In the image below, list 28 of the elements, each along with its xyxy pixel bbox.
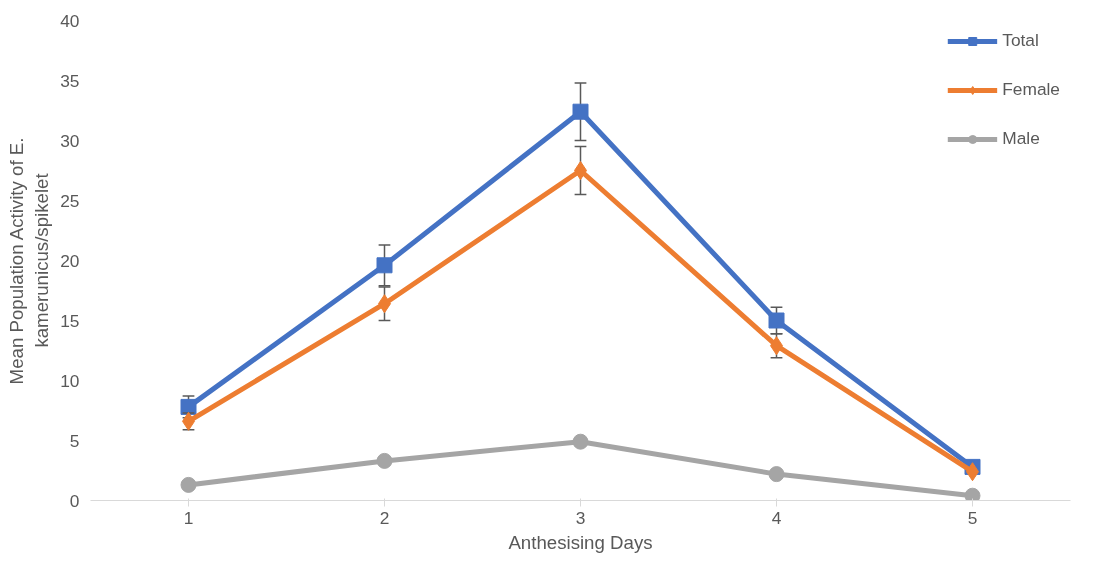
y-tick-label: 5 xyxy=(69,430,80,451)
point xyxy=(180,476,197,493)
point xyxy=(376,257,393,274)
point xyxy=(768,466,785,483)
y-tick-label: 25 xyxy=(60,190,80,211)
y-tick-label: 0 xyxy=(69,490,80,511)
point xyxy=(376,452,393,469)
legend-label: Female xyxy=(1002,79,1060,100)
y-tick-label: 10 xyxy=(60,370,80,391)
y-tick-label: 35 xyxy=(60,70,80,91)
point xyxy=(964,487,981,501)
x-tick-label: 2 xyxy=(379,507,390,528)
point xyxy=(768,312,785,329)
point xyxy=(572,103,589,120)
x-tick-label: 5 xyxy=(967,507,978,528)
y-tick-label: 15 xyxy=(60,310,80,331)
x-tick-label: 1 xyxy=(183,507,194,528)
point xyxy=(180,398,197,415)
y-tick-label: 20 xyxy=(60,250,80,271)
point xyxy=(572,433,589,450)
x-tick-label: 3 xyxy=(575,507,586,528)
legend-label: Total xyxy=(1002,30,1039,51)
x-tick-label: 4 xyxy=(771,507,782,528)
x-axis-title: Anthesising Days xyxy=(508,531,653,553)
y-tick-label: 40 xyxy=(60,10,80,31)
y-axis-title: Mean Population Activity of E. kamerunicus/spikelet xyxy=(6,137,53,385)
y-tick-label: 30 xyxy=(60,130,80,151)
legend-label: Male xyxy=(1002,128,1040,149)
